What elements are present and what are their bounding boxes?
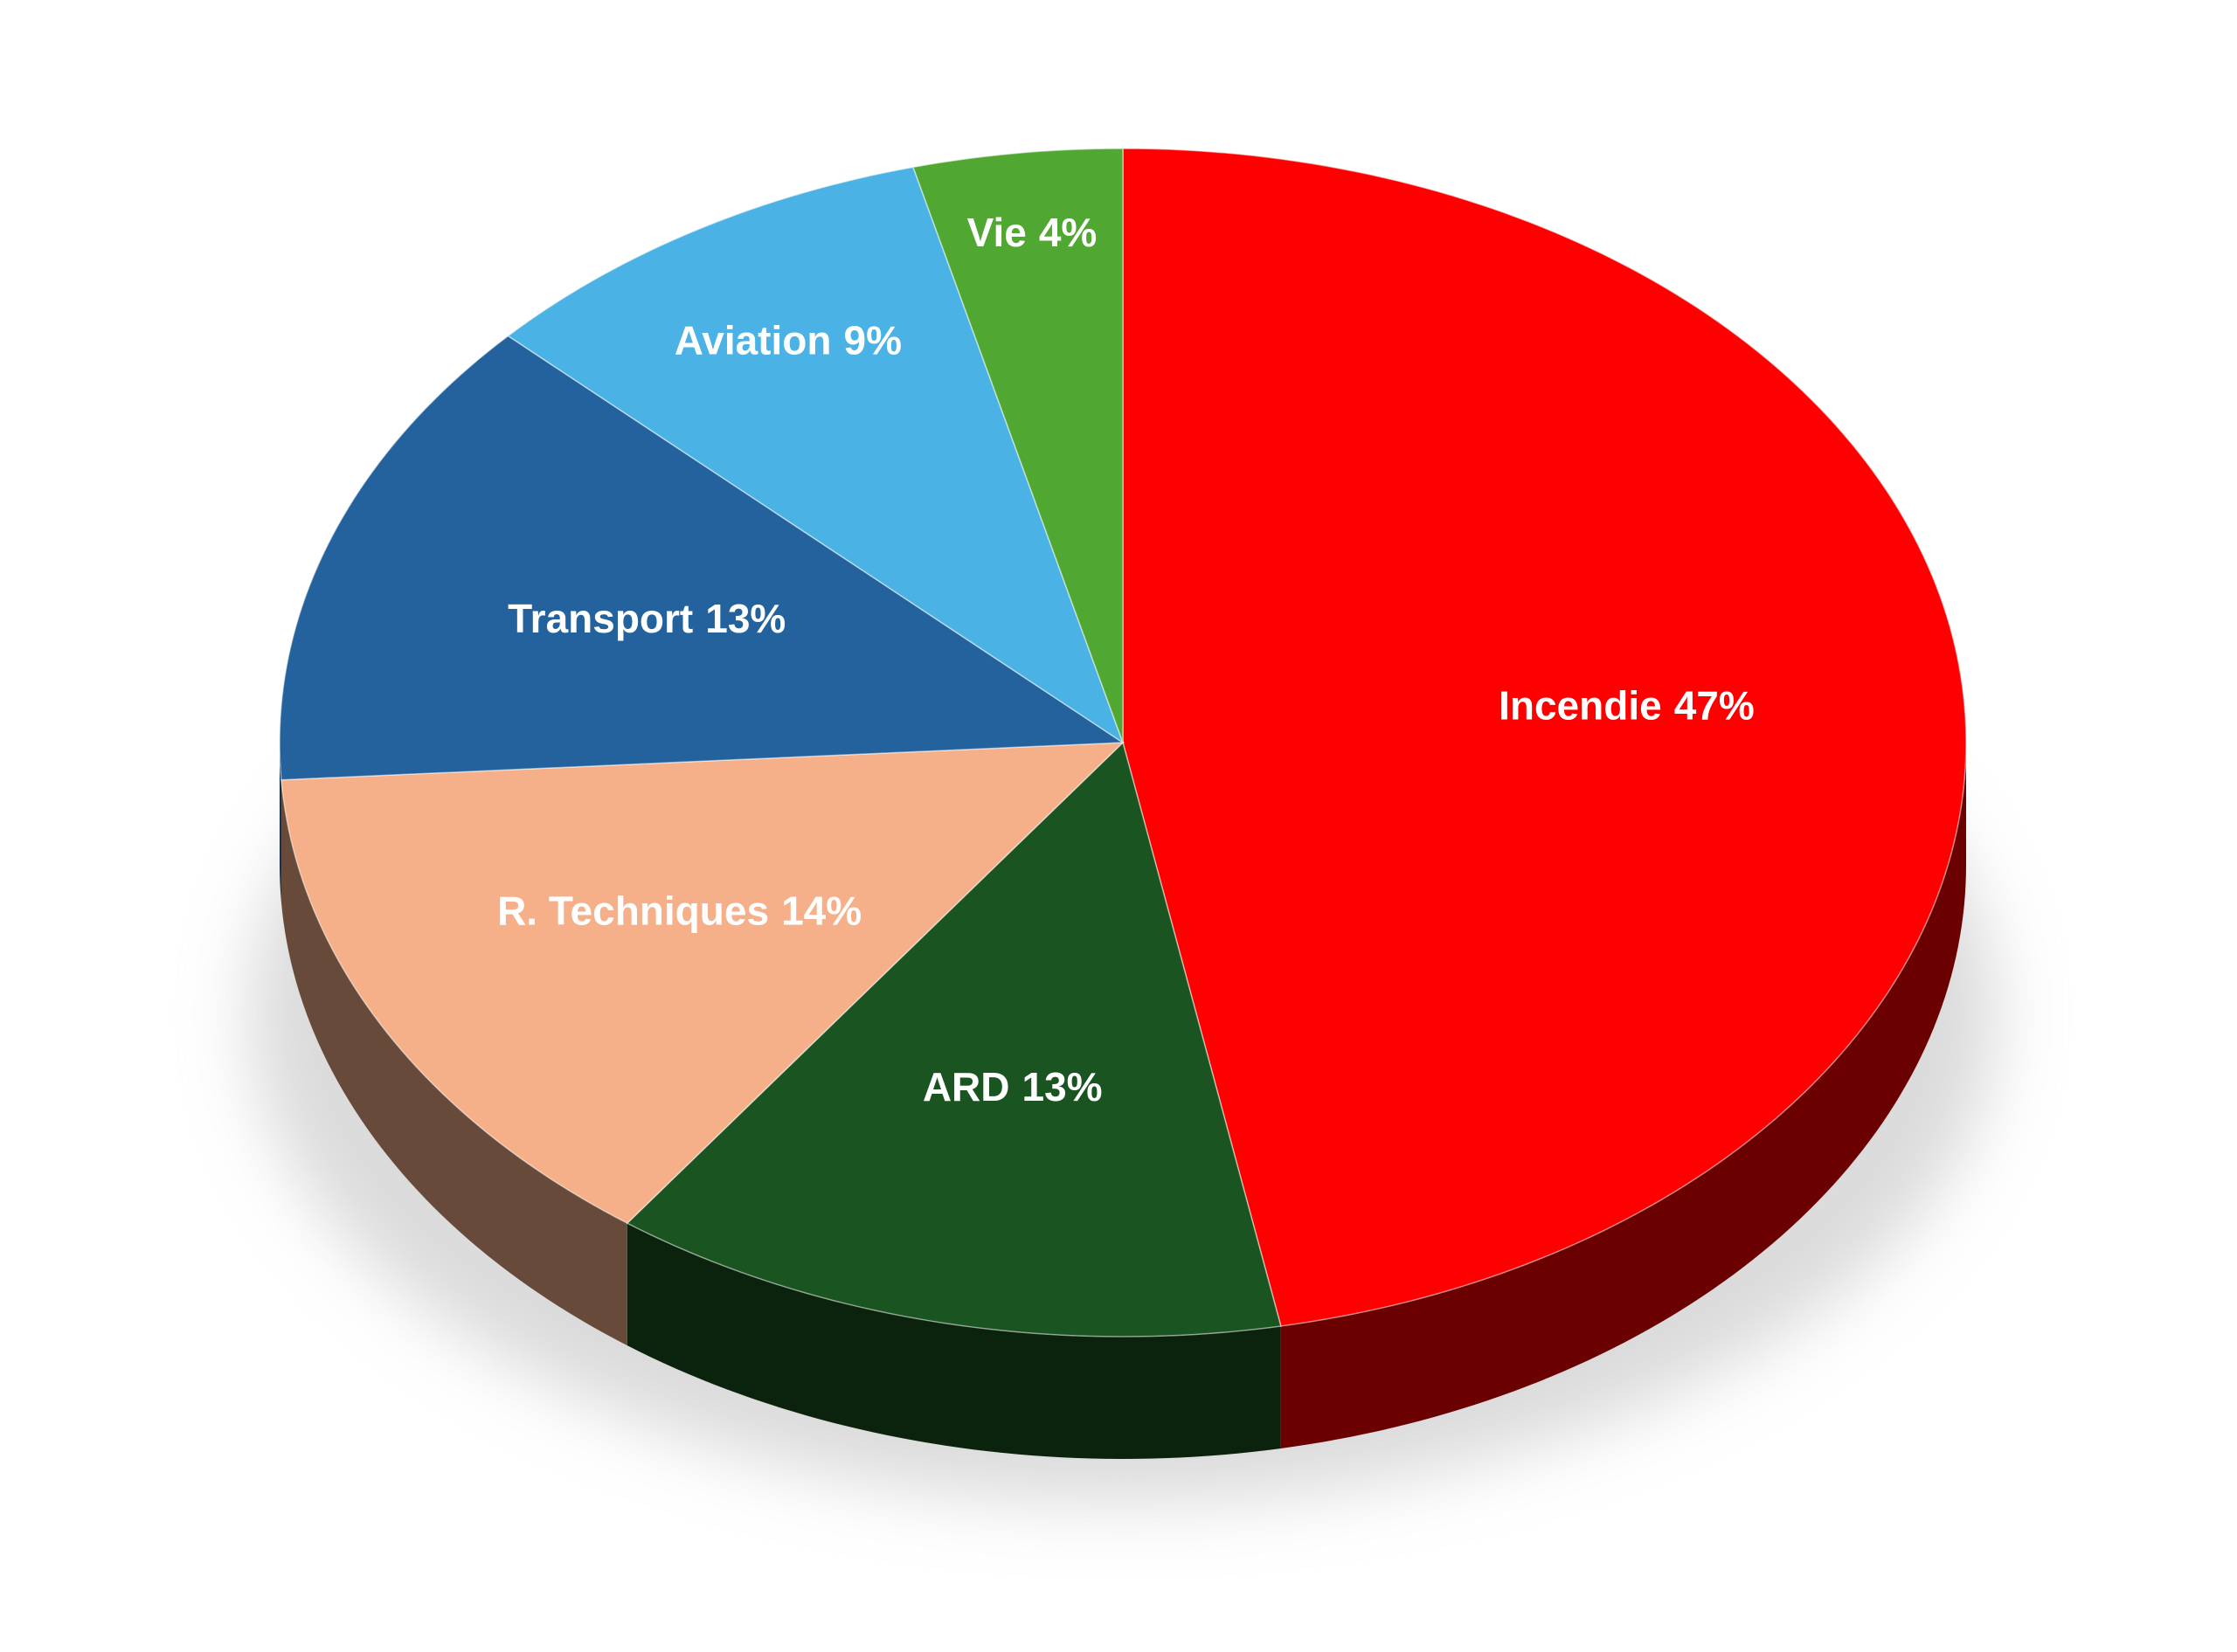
category-label: Transport [508,596,693,641]
slice-side [1280,743,1966,1448]
slice [279,335,1125,781]
slice [911,148,1124,743]
slice [507,166,1125,744]
value-label: 14% [781,888,862,934]
category-label: Aviation [675,318,832,363]
value-label: 4% [1039,210,1097,255]
value-label: 13% [705,596,786,641]
slice [1122,148,1967,1327]
value-label: 47% [1674,683,1755,729]
slice-side [627,1223,1281,1459]
pie-labels: Incendie 47% ARD 13% R. Techniques 14% Transpo… [497,210,1755,1109]
slice-side [280,743,281,902]
category-label: Incendie [1499,683,1662,729]
category-label: Vie [967,210,1027,255]
data-label: Transport 13% [508,596,786,641]
pie-sides [280,743,1966,1459]
data-label: Aviation 9% [675,318,902,363]
category-label: R. Techniques [497,888,769,934]
data-label: Vie 4% [967,210,1098,255]
slice [626,741,1282,1337]
data-label: R. Techniques 14% [497,888,862,934]
data-label: ARD 13% [923,1064,1103,1109]
category-label: ARD [923,1064,1010,1109]
slice [280,742,1125,1225]
value-label: 13% [1022,1064,1102,1109]
value-label: 9% [843,318,901,363]
slice-side [280,779,627,1346]
pie-tops [279,148,1967,1337]
data-label: Incendie 47% [1499,683,1755,729]
